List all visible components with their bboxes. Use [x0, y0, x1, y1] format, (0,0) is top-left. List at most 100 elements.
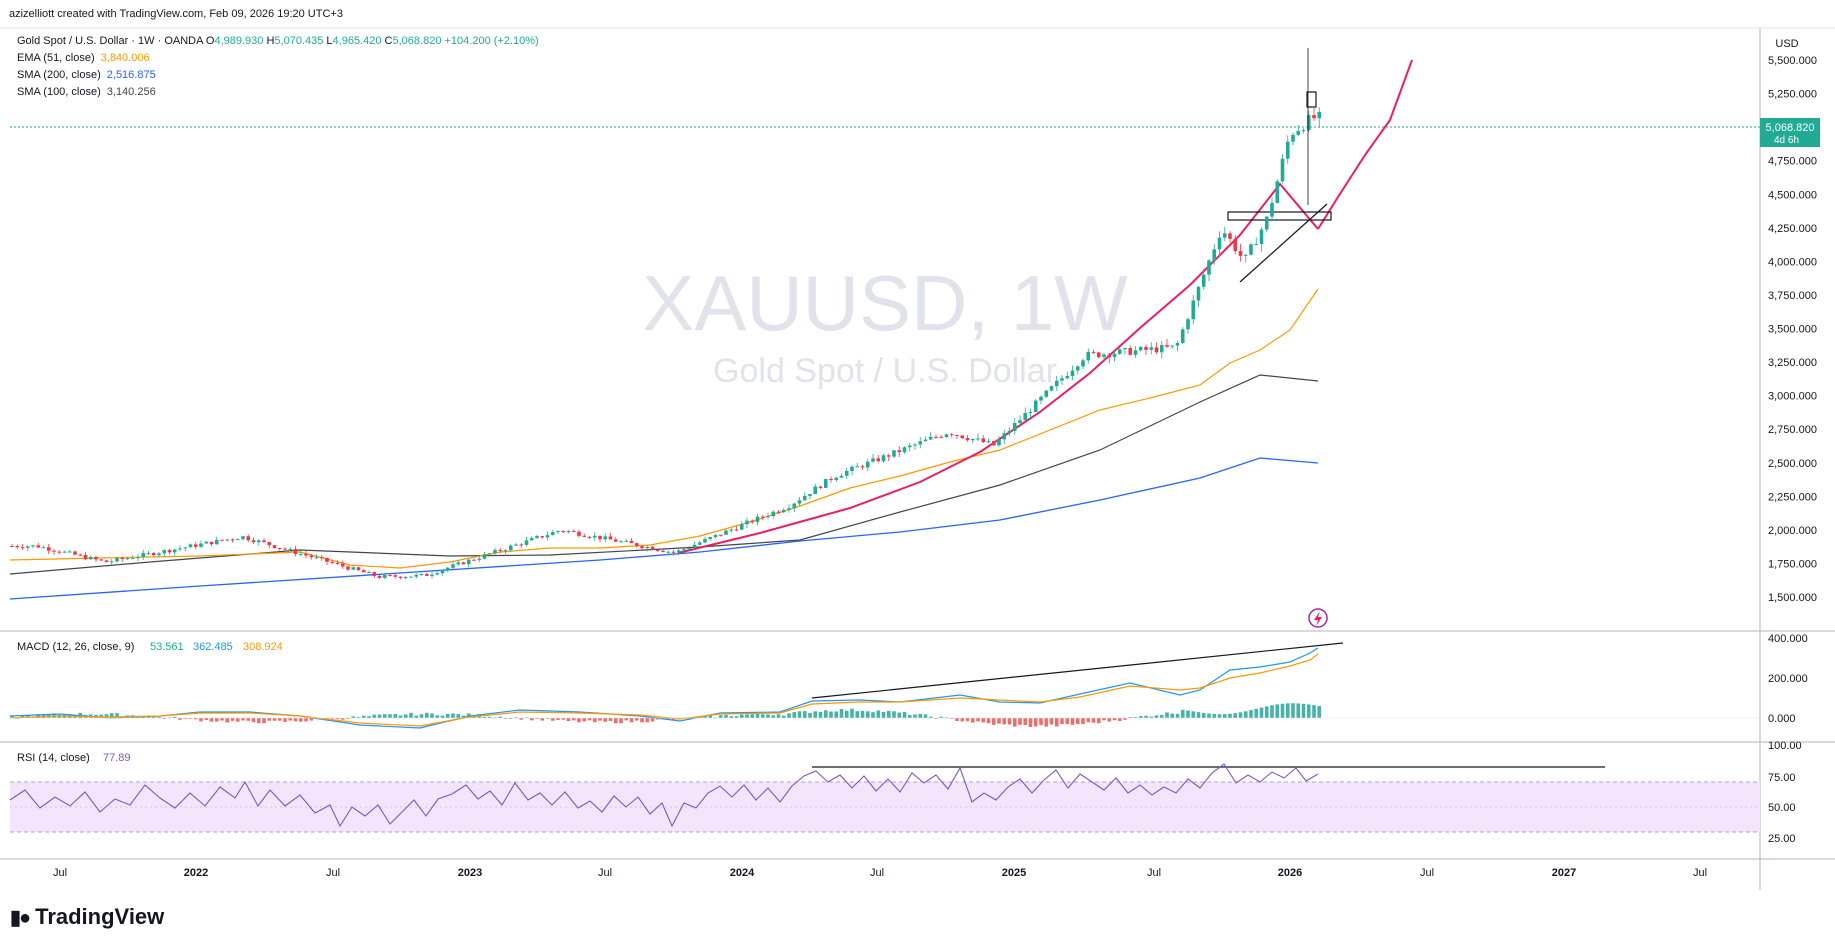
macd-hist-bar	[519, 718, 524, 720]
candle-body	[970, 439, 975, 441]
candle-body	[409, 576, 413, 578]
macd-hist-bar	[1233, 713, 1238, 718]
macd-hist-bar	[514, 717, 518, 719]
macd-hist-bar	[981, 718, 986, 723]
macd-hist-bar	[1102, 718, 1106, 721]
candle-body	[598, 535, 602, 540]
rsi-line	[9, 763, 1319, 828]
candle-body	[750, 520, 755, 523]
macd-hist-bar	[881, 712, 886, 718]
lightning-icon[interactable]	[1308, 608, 1328, 628]
candle-body	[1070, 370, 1075, 376]
candle-body	[566, 531, 571, 533]
macd-hist-bar	[277, 718, 282, 721]
candle-body	[1243, 254, 1248, 256]
candle-body	[1023, 412, 1028, 421]
candle-body	[209, 541, 214, 545]
candle-body	[682, 549, 686, 551]
candle-body	[256, 540, 261, 543]
candle-body	[1060, 378, 1064, 381]
candle-body	[172, 549, 177, 553]
indicator-sma200[interactable]: SMA (200, close) 2,516.875	[17, 69, 156, 81]
time-tick: 2027	[1552, 867, 1576, 879]
candle-body	[729, 529, 734, 531]
candle-body	[382, 575, 387, 578]
candle-body	[83, 554, 88, 560]
candle-body	[713, 534, 718, 538]
macd-hist-bar	[776, 714, 781, 718]
candle-body	[955, 435, 959, 437]
candle-body	[1138, 347, 1143, 351]
macd-hist-bar	[1312, 705, 1316, 718]
macd-hist-bar	[577, 718, 581, 723]
candle-body	[1028, 411, 1033, 413]
macd-hist-bar	[582, 718, 587, 722]
macd-hist-bar	[109, 713, 114, 718]
macd-hist-bar	[1149, 716, 1154, 718]
candle-body	[886, 455, 891, 457]
candle-body	[230, 539, 235, 541]
rsi-label: RSI (14, close)	[17, 752, 90, 764]
candle-body	[503, 550, 508, 552]
symbol-legend[interactable]: Gold Spot / U.S. Dollar · 1W · OANDA O4,…	[17, 35, 539, 47]
candle-body	[766, 516, 770, 518]
candle-body	[1291, 134, 1295, 142]
candle-body	[424, 574, 429, 576]
candle-body	[335, 562, 340, 564]
price-chart[interactable]: XAUUSD, 1W Gold Spot / U.S. Dollar USD 5…	[0, 0, 1835, 895]
price-axis[interactable]: USD 5,500.000 5,250.000 4,750.000 4,500.000…	[1768, 38, 1817, 604]
macd-hist-bar	[1002, 718, 1007, 725]
candle-body	[923, 439, 928, 442]
macd-hist-bar	[592, 718, 597, 723]
candle-body	[991, 441, 996, 446]
rsi-tick: 75.00	[1768, 772, 1796, 784]
candle-body	[1002, 433, 1007, 440]
symbol-title: Gold Spot / U.S. Dollar · 1W · OANDA	[17, 35, 203, 47]
candle-body	[498, 549, 503, 551]
candle-body	[141, 553, 146, 558]
macd-hist-bar	[461, 715, 466, 718]
tradingview-logo[interactable]: ▮● TradingView	[10, 904, 164, 930]
macd-signal-value: 308.924	[243, 641, 283, 653]
candle-body	[834, 477, 839, 480]
candle-body	[214, 539, 219, 545]
macd-hist-bar	[204, 718, 209, 720]
price-tick: 1,750.000	[1768, 558, 1817, 570]
candle-body	[755, 516, 760, 523]
candle-body	[519, 544, 524, 546]
macd-hist-bar	[771, 715, 776, 718]
macd-hist-bar	[283, 718, 287, 722]
macd-hist-bar	[1259, 707, 1264, 718]
macd-hist-bar	[1270, 705, 1274, 718]
candle-body	[1144, 347, 1148, 350]
indicator-ema51[interactable]: EMA (51, close) 3,840.006	[17, 52, 150, 64]
indicator-value: 3,840.006	[100, 52, 150, 64]
candle-body	[624, 540, 629, 542]
macd-hist-bar	[923, 714, 928, 718]
candle-body	[986, 441, 991, 443]
macd-hist-bar	[15, 717, 20, 719]
candle-body	[388, 575, 392, 577]
candle-body	[1207, 260, 1211, 275]
macd-signal-line	[9, 653, 1319, 727]
candle-body	[1049, 386, 1054, 391]
candle-body	[724, 530, 728, 535]
macd-hist-bar	[183, 718, 188, 719]
currency-label[interactable]: USD	[1775, 38, 1798, 50]
time-axis[interactable]: Jul 2022 Jul 2023 Jul 2024 Jul 2025 Jul 2026 Jul 20…	[53, 867, 1707, 879]
macd-hist-bar	[1291, 703, 1295, 718]
candle-body	[1033, 400, 1038, 412]
time-tick: Jul	[1693, 867, 1707, 879]
indicator-value: 2,516.875	[106, 69, 156, 81]
macd-hist-bar	[146, 716, 151, 718]
candle-body	[892, 450, 896, 457]
parabolic-curve	[677, 59, 1413, 554]
macd-hist-bar	[1117, 718, 1122, 721]
macd-hist-bar	[1039, 718, 1043, 726]
candle-body	[608, 536, 613, 540]
indicator-sma100[interactable]: SMA (100, close) 3,140.256	[17, 86, 156, 98]
price-tick: 4,000.000	[1768, 256, 1817, 268]
candle-body	[1285, 141, 1290, 159]
candle-body	[829, 478, 833, 480]
macd-hist-bar	[928, 716, 933, 718]
